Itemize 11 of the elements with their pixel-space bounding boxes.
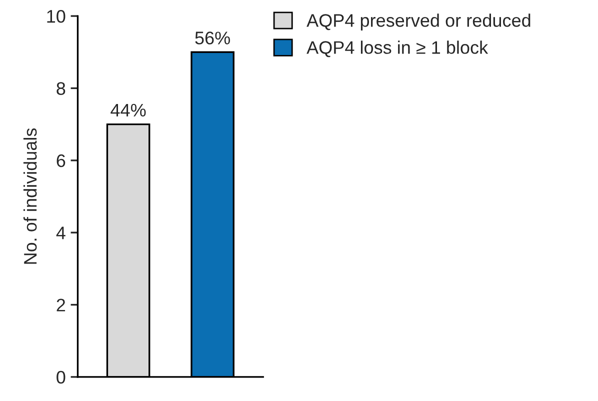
y-tick-label: 2 — [56, 298, 66, 312]
y-tick-label: 6 — [56, 154, 66, 168]
y-tick-label: 4 — [56, 226, 66, 240]
y-tick-label: 8 — [56, 82, 66, 95]
legend-label: AQP4 preserved or reduced — [306, 14, 530, 30]
annotation: 56% — [195, 32, 230, 44]
y-tick-label: 0 — [56, 370, 66, 384]
annotation: 44% — [110, 104, 146, 117]
legend-label: AQP4 loss in ≥ 1 block — [306, 40, 488, 58]
y-tick-label: 10 — [47, 10, 66, 23]
y-axis-title: No. of individuals — [23, 128, 37, 264]
